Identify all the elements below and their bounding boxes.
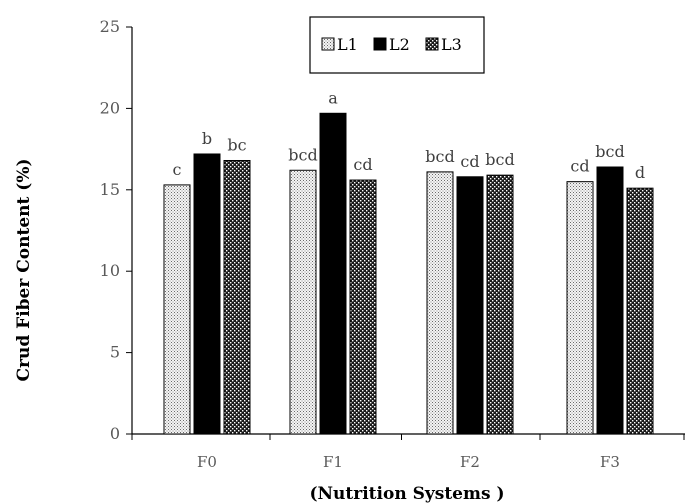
bar-l1: [163, 184, 191, 435]
bar-significance-label: cd: [353, 155, 372, 174]
x-axis-title: (Nutrition Systems ): [309, 484, 504, 504]
bar-l3: [486, 174, 514, 435]
x-tick-label: F1: [323, 453, 343, 471]
bar-l3: [626, 187, 654, 435]
bar-l1: [289, 169, 317, 435]
y-tick-label: 15: [100, 180, 120, 199]
legend-swatch-l3: [425, 37, 439, 51]
y-tick-label: 10: [100, 261, 120, 280]
bar-l1: [566, 181, 594, 435]
x-tick-label: F3: [600, 453, 620, 471]
legend-label-l3: L3: [441, 35, 462, 54]
bar-significance-label: a: [328, 88, 338, 107]
y-axis-title: Crud Fiber Content (%): [14, 158, 34, 381]
bar-significance-label: b: [202, 129, 212, 148]
bar-significance-label: c: [173, 160, 182, 179]
bar-significance-label: bc: [227, 135, 246, 154]
bar-significance-label: bcd: [485, 150, 514, 169]
legend-swatch-l2: [373, 37, 387, 51]
legend-label-l1: L1: [337, 35, 358, 54]
y-tick-label: 25: [100, 17, 120, 36]
bar-significance-label: cd: [570, 157, 589, 176]
bar-l2: [319, 112, 347, 435]
legend-box: [309, 16, 485, 74]
y-tick-label: 20: [100, 98, 120, 117]
legend: L1 L2 L3: [309, 16, 485, 74]
bar-significance-label: bcd: [425, 147, 454, 166]
legend-swatch-l1: [321, 37, 335, 51]
y-tick-label: 0: [110, 424, 120, 443]
bar-l1: [426, 171, 454, 435]
bar-significance-label: bcd: [288, 145, 317, 164]
bar-l2: [456, 176, 484, 435]
bar-significance-label: cd: [460, 152, 479, 171]
bar-l2: [193, 153, 221, 435]
bar-l2: [596, 166, 624, 435]
x-tick-label: F0: [197, 453, 217, 471]
legend-label-l2: L2: [389, 35, 410, 54]
bar-l3: [223, 159, 251, 435]
bar-l3: [349, 179, 377, 435]
x-tick-label: F2: [460, 453, 480, 471]
bar-significance-label: bcd: [595, 142, 624, 161]
y-tick-label: 5: [110, 343, 120, 362]
bar-significance-label: d: [635, 163, 645, 182]
